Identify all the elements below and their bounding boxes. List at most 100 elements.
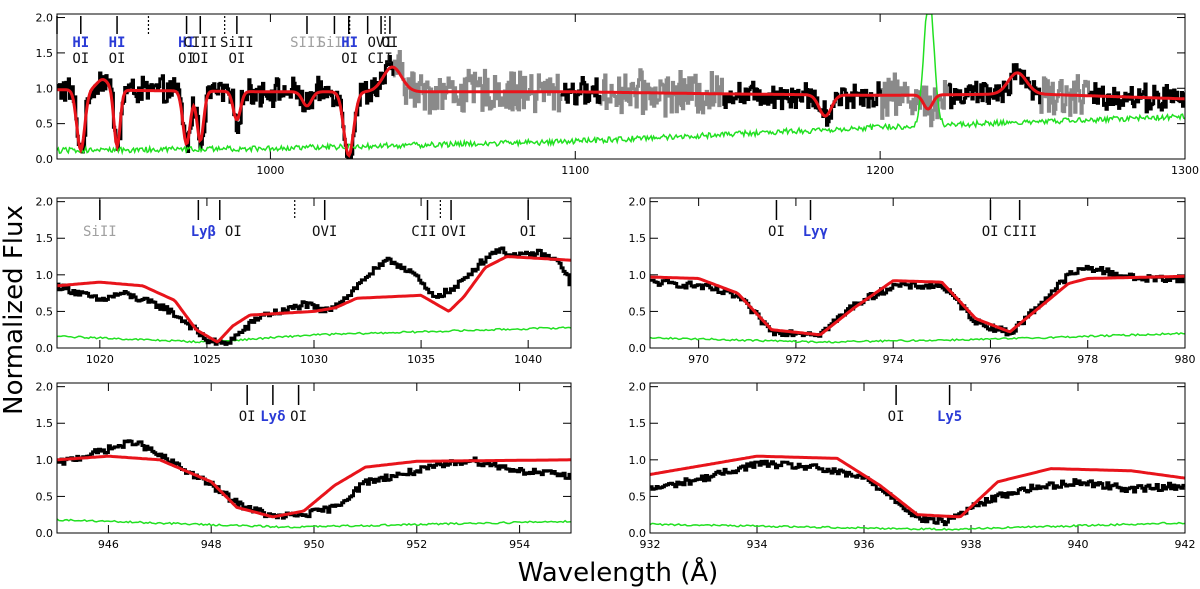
model-line-p3 [57, 454, 571, 519]
y-tick-label-p3: 1.5 [36, 417, 54, 430]
x-tick-label-p3: 952 [406, 538, 427, 551]
model-line-p2 [650, 274, 1185, 337]
y-tick-label-p0: 1.5 [36, 47, 54, 60]
y-tick-label-p3: 0.0 [36, 527, 54, 540]
y-tick-label-p2: 0.0 [629, 342, 647, 355]
y-tick-label-p0: 0.5 [36, 118, 54, 131]
data-line-p0 [947, 63, 1042, 110]
model-line-p1 [57, 255, 571, 344]
line-ids-p2: OI Lyγ OI CIII [768, 200, 1037, 240]
y-tick-label-p3: 1.0 [36, 454, 54, 467]
line-id-label-p1: OI [520, 224, 537, 240]
model-line-p4 [650, 454, 1185, 519]
gray-data-line-p0 [599, 68, 724, 118]
line-id-label-p0: HI [341, 35, 358, 51]
line-id-label-p3: Lyδ [260, 409, 285, 425]
panel-p1: 1020 1025 1030 1035 1040 0.0 0.5 1.0 1.5 2.0 SiII L… [36, 196, 572, 366]
data-line-p0 [560, 76, 602, 106]
line-id-label-p0: HI [178, 35, 195, 51]
line-ids-p1: SiII Lyβ OI OVI CII OVI OI [83, 200, 537, 240]
x-tick-label-p3: 946 [98, 538, 119, 551]
line-id-label-p0: CII [368, 51, 393, 67]
frame-p0 [56, 13, 1186, 160]
gray-data-line-p0 [880, 72, 950, 128]
line-id-label-p0: SiII [220, 35, 254, 51]
x-tick-label-p2: 974 [883, 353, 904, 366]
y-tick-label-p1: 1.5 [36, 232, 54, 245]
line-id-label-p0: OI [72, 51, 89, 67]
y-axis-label: Normalized Flux [0, 205, 29, 415]
panel-p0: 1000 1100 1200 13000.00.51.01.52.0HIOIHIOIH… [36, 12, 1200, 177]
line-id-label-p0: OI [381, 35, 398, 51]
line-ids-p3: OI Lyδ OI [239, 385, 307, 425]
line-id-label-p2: Lyγ [803, 224, 828, 240]
error-line-p0 [57, 14, 1185, 156]
y-tick-label-p2: 1.5 [629, 232, 647, 245]
x-tick-label-p4: 932 [640, 538, 661, 551]
line-id-label-p0: CIII [183, 35, 217, 51]
line-id-label-p1: SiII [83, 224, 117, 240]
y-tick-label-p4: 0.5 [629, 490, 647, 503]
x-tick-label-p1: 1020 [86, 353, 114, 366]
y-tick-label-p2: 0.5 [629, 305, 647, 318]
line-id-label-p0: HI [72, 35, 89, 51]
panel-p2: 970 972 974 976 978 980 0.0 0.5 1.0 1.5 2.0 OI Lyγ OI… [629, 196, 1196, 366]
line-id-label-p2: CIII [1003, 224, 1037, 240]
line-id-label-p0: OVI [368, 35, 393, 51]
y-tick-label-p0: 2.0 [36, 12, 54, 25]
y-tick-label-p1: 0.5 [36, 305, 54, 318]
gray-data-line-p0 [392, 50, 563, 115]
gray-data-line-p0 [1039, 74, 1090, 117]
line-id-label-p0: OI [228, 51, 245, 67]
line-id-label-p0: SiII [318, 35, 352, 51]
data-line-p0 [722, 80, 882, 127]
y-tick-label-p1: 1.0 [36, 269, 54, 282]
x-tick-label-p2: 978 [1077, 353, 1098, 366]
y-tick-label-p2: 1.0 [629, 269, 647, 282]
data-line-p4 [650, 459, 1185, 527]
data-line-p0 [57, 55, 395, 159]
line-id-label-p4: Ly5 [937, 409, 962, 425]
line-id-label-p1: Lyβ [191, 224, 216, 240]
data-line-p2 [650, 264, 1185, 338]
line-id-label-p2: OI [768, 224, 785, 240]
x-tick-label-p3: 948 [201, 538, 222, 551]
y-tick-label-p4: 1.0 [629, 454, 647, 467]
x-tick-label-p2: 970 [688, 353, 709, 366]
line-id-label-p0: HI [109, 35, 126, 51]
plot-area-p0 [57, 14, 1185, 159]
y-tick-label-p4: 0.0 [629, 527, 647, 540]
frame-p3 [56, 382, 572, 534]
error-line-p3 [57, 518, 571, 529]
frame-p4 [649, 382, 1186, 534]
line-id-label-p0: OI [192, 51, 209, 67]
line-ids-p0: HIOIHIOIHIOICIIIOISiIIOISIIISiIIHIOIOVIC… [56, 16, 398, 67]
x-tick-label-p0: 1200 [866, 164, 894, 177]
x-tick-label-p4: 942 [1175, 538, 1196, 551]
x-tick-label-p4: 940 [1068, 538, 1089, 551]
frame-p1 [56, 197, 572, 349]
line-id-label-p3: OI [290, 409, 307, 425]
line-id-label-p1: CII [411, 224, 436, 240]
x-tick-label-p1: 1030 [300, 353, 328, 366]
x-tick-label-p1: 1040 [514, 353, 542, 366]
line-ids-p4: OI Ly5 [888, 385, 962, 425]
x-axis-label: Wavelength (Å) [518, 556, 719, 588]
data-line-p3 [57, 439, 571, 520]
y-tick-label-p4: 2.0 [629, 381, 647, 394]
axes-p1: 1020 1025 1030 1035 1040 0.0 0.5 1.0 1.5 2.0 [36, 196, 571, 366]
x-tick-label-p4: 938 [961, 538, 982, 551]
line-id-label-p4: OI [888, 409, 905, 425]
axes-p4: 932 934 936 938 940 942 0.0 0.5 1.0 1.5 2.0 [629, 381, 1196, 551]
x-tick-label-p4: 934 [747, 538, 768, 551]
line-id-label-p2: OI [982, 224, 999, 240]
plot-area-p3 [57, 439, 571, 529]
y-tick-label-p3: 2.0 [36, 381, 54, 394]
y-tick-label-p0: 1.0 [36, 82, 54, 95]
line-id-label-p0: SIII [290, 35, 324, 51]
error-line-p4 [650, 521, 1185, 531]
x-tick-label-p3: 954 [509, 538, 530, 551]
line-id-label-p1: OVI [441, 224, 466, 240]
